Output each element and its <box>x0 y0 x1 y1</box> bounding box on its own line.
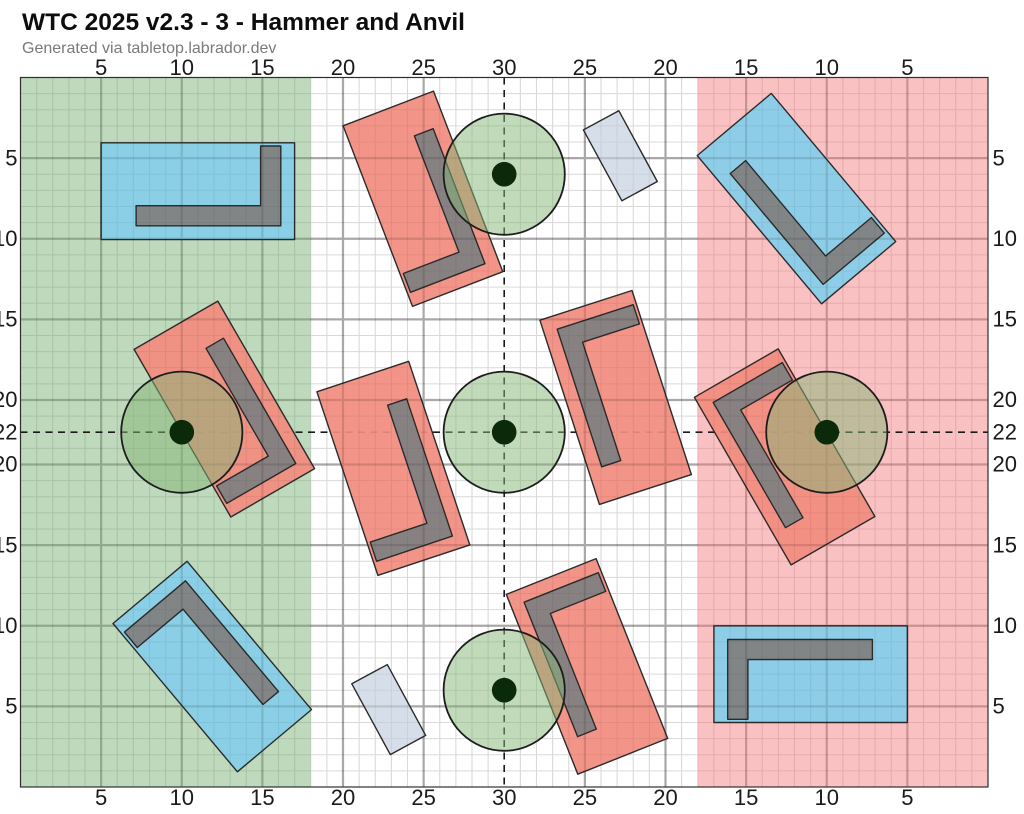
svg-text:20: 20 <box>0 452 18 477</box>
svg-text:10: 10 <box>170 785 194 809</box>
svg-text:25: 25 <box>411 785 435 809</box>
svg-text:10: 10 <box>993 226 1017 251</box>
svg-text:10: 10 <box>170 55 194 80</box>
svg-text:15: 15 <box>0 307 18 332</box>
svg-text:20: 20 <box>331 785 355 809</box>
svg-text:22: 22 <box>993 419 1017 444</box>
svg-text:5: 5 <box>5 694 17 719</box>
svg-text:10: 10 <box>815 785 839 809</box>
svg-text:30: 30 <box>492 785 516 809</box>
svg-text:5: 5 <box>5 145 17 170</box>
svg-text:5: 5 <box>901 785 913 809</box>
svg-text:30: 30 <box>492 55 516 80</box>
svg-text:5: 5 <box>95 785 107 809</box>
svg-text:15: 15 <box>734 55 758 80</box>
svg-text:5: 5 <box>95 55 107 80</box>
svg-text:25: 25 <box>573 785 597 809</box>
svg-text:15: 15 <box>993 307 1017 332</box>
svg-text:20: 20 <box>993 387 1017 412</box>
svg-text:25: 25 <box>573 55 597 80</box>
svg-text:22: 22 <box>0 419 18 444</box>
svg-text:15: 15 <box>0 532 18 557</box>
svg-text:5: 5 <box>993 694 1005 719</box>
svg-text:10: 10 <box>815 55 839 80</box>
svg-text:20: 20 <box>993 452 1017 477</box>
svg-text:15: 15 <box>250 55 274 80</box>
svg-text:WTC 2025 v2.3 - 3 - Hammer and: WTC 2025 v2.3 - 3 - Hammer and Anvil <box>22 9 465 36</box>
svg-text:25: 25 <box>411 55 435 80</box>
svg-text:20: 20 <box>653 55 677 80</box>
svg-text:Generated via tabletop.labrado: Generated via tabletop.labrador.dev <box>22 40 276 57</box>
svg-text:10: 10 <box>0 613 18 638</box>
svg-text:20: 20 <box>331 55 355 80</box>
svg-text:15: 15 <box>734 785 758 809</box>
svg-text:5: 5 <box>993 145 1005 170</box>
svg-text:20: 20 <box>0 387 18 412</box>
svg-text:5: 5 <box>901 55 913 80</box>
svg-text:15: 15 <box>250 785 274 809</box>
svg-text:15: 15 <box>993 532 1017 557</box>
svg-text:10: 10 <box>993 613 1017 638</box>
svg-text:20: 20 <box>653 785 677 809</box>
svg-text:10: 10 <box>0 226 18 251</box>
